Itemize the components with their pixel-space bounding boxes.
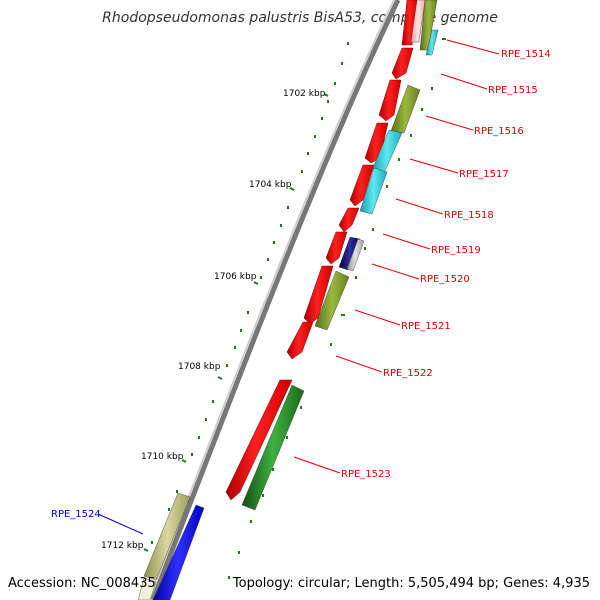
cds-arrow	[338, 207, 360, 233]
cds-arrow	[391, 47, 414, 80]
inner-cds-track	[137, 492, 205, 600]
kbp-label: 1704 kbp	[249, 180, 292, 190]
cds-arrow-khaki	[143, 492, 191, 581]
kbp-label: 1706 kbp	[214, 272, 257, 282]
gene-label[interactable]: RPE_1523	[341, 469, 391, 480]
cds-arrow	[349, 164, 375, 207]
gene-label[interactable]: RPE_1515	[488, 85, 538, 96]
gene-label[interactable]: RPE_1522	[383, 368, 433, 379]
label-leader-lines	[293, 39, 500, 474]
cds-arrow-pink	[410, 0, 426, 43]
kbp-label: 1708 kbp	[178, 362, 221, 372]
gene-label[interactable]: RPE_1524	[51, 509, 101, 520]
gene-label[interactable]: RPE_1519	[431, 245, 481, 256]
kbp-label: 1712 kbp	[101, 541, 144, 551]
cds-arrow-cyan	[359, 167, 388, 215]
cds-arrow-olive	[390, 84, 421, 134]
cds-arrow	[401, 0, 419, 46]
kbp-label: 1702 kbp	[283, 89, 326, 99]
cds-arrow-cyan	[425, 29, 439, 56]
genome-backbone	[150, 0, 401, 600]
cds-arrow	[364, 122, 389, 164]
gene-label[interactable]: RPE_1521	[401, 321, 451, 332]
kbp-label: 1710 kbp	[141, 452, 184, 462]
red-cds-track	[225, 0, 419, 501]
outer-tick-marks	[151, 42, 349, 544]
cds-arrow	[325, 231, 348, 265]
cds-arrow-blue	[152, 504, 205, 600]
cds-arrow-khaki	[137, 577, 157, 600]
map-title: Rhodopseudomonas palustris BisA53, compl…	[102, 10, 498, 26]
label-leader-line-blue	[97, 513, 144, 535]
gene-label[interactable]: RPE_1520	[420, 274, 470, 285]
cds-arrow	[225, 379, 293, 501]
cds-arrow-olive	[314, 270, 350, 331]
gene-label[interactable]: RPE_1514	[501, 49, 551, 60]
cds-arrow	[286, 321, 314, 360]
genome-summary: Topology: circular; Length: 5,505,494 bp…	[232, 576, 590, 591]
accession-label: Accession: NC_008435	[8, 576, 156, 591]
cds-arrow-green	[241, 384, 305, 511]
cds-arrow	[303, 265, 334, 325]
cds-arrow-navy	[338, 236, 361, 271]
gene-label[interactable]: RPE_1516	[474, 126, 524, 137]
gene-label[interactable]: RPE_1517	[459, 169, 509, 180]
cds-arrow	[378, 79, 402, 122]
kbp-major-ticks	[143, 93, 329, 552]
secondary-cds-track	[241, 0, 439, 511]
inner-tick-marks	[228, 38, 446, 579]
cds-arrow-grey	[346, 238, 365, 272]
gene-label[interactable]: RPE_1518	[444, 210, 494, 221]
